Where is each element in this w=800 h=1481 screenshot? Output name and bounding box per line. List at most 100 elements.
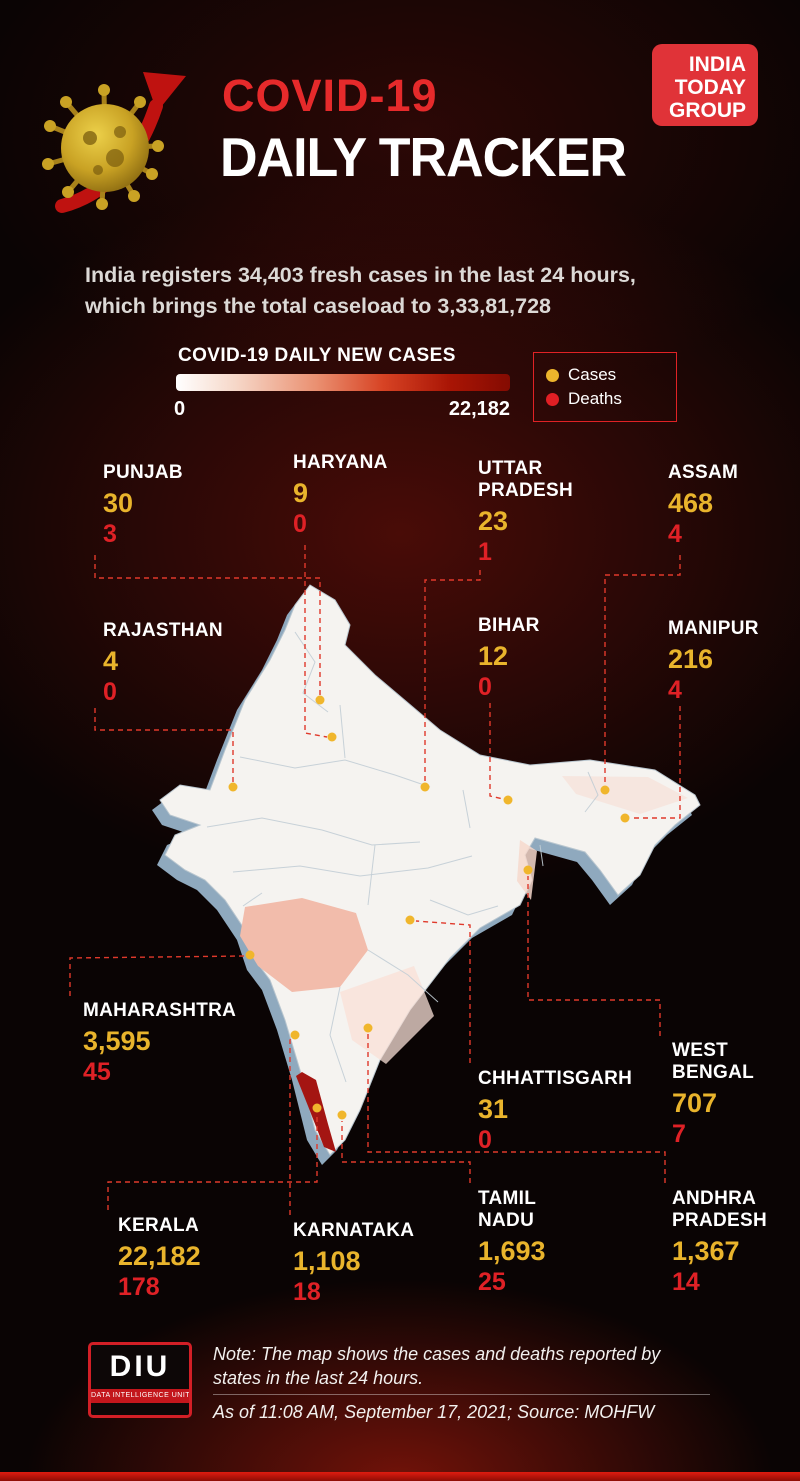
state-label-uttar-pradesh: UTTAR PRADESH 23 1	[478, 458, 588, 566]
leader-line-haryana	[304, 545, 328, 738]
map-region-west-bengal	[517, 840, 537, 900]
map-dot-manipur	[620, 813, 630, 823]
state-name: HARYANA	[293, 452, 388, 473]
deaths-dot-icon	[546, 392, 559, 406]
coronavirus-icon	[42, 72, 186, 213]
leader-line-chhattisgarh	[415, 920, 471, 1063]
state-name: BIHAR	[478, 615, 540, 636]
headline: India registers 34,403 fresh cases in th…	[85, 260, 745, 322]
state-label-maharashtra: MAHARASHTRA 3,595 45	[83, 1000, 253, 1086]
title-daily-tracker: DAILY TRACKER	[220, 127, 627, 189]
leader-line-west-bengal	[527, 876, 661, 1036]
state-label-punjab: PUNJAB 30 3	[103, 462, 253, 548]
state-name: MANIPUR	[668, 618, 759, 639]
state-name: TAMIL NADU	[478, 1188, 536, 1231]
logo-line-today: TODAY	[674, 76, 746, 99]
state-name: KERALA	[118, 1215, 199, 1236]
map-dot-tamil-nadu	[337, 1110, 347, 1120]
state-name: ASSAM	[668, 462, 739, 483]
scale-title: COVID-19 DAILY NEW CASES	[178, 345, 456, 366]
state-label-manipur: MANIPUR 216 4	[668, 618, 788, 704]
state-deaths: 18	[293, 1278, 321, 1306]
state-name: WEST BENGAL	[672, 1040, 755, 1083]
state-name: RAJASTHAN	[103, 620, 223, 641]
footer-note: Note: The map shows the cases and deaths…	[213, 1344, 661, 1388]
state-cases: 468	[668, 488, 714, 518]
state-deaths: 0	[478, 1126, 492, 1154]
map-dots	[228, 695, 630, 1120]
logo-line-india: INDIA	[688, 53, 746, 76]
state-deaths: 25	[478, 1268, 506, 1296]
state-label-chhattisgarh: CHHATTISGARH 31 0	[478, 1068, 658, 1154]
state-deaths: 0	[478, 673, 492, 701]
state-name: PUNJAB	[103, 462, 183, 483]
state-label-andhra-pradesh: ANDHRA PRADESH 1,367 14	[672, 1188, 782, 1296]
state-cases: 31	[478, 1094, 509, 1124]
state-deaths: 1	[478, 538, 492, 566]
state-cases: 22,182	[118, 1241, 201, 1271]
state-deaths: 178	[118, 1273, 160, 1301]
state-name: KARNATAKA	[293, 1220, 415, 1241]
state-deaths: 3	[103, 520, 117, 548]
map-dot-rajasthan	[228, 782, 238, 792]
state-deaths: 4	[668, 676, 682, 704]
state-cases: 1,367	[672, 1236, 740, 1266]
state-label-haryana: HARYANA 9 0	[293, 452, 443, 538]
map-dot-west-bengal	[523, 865, 533, 875]
footer-divider	[213, 1394, 710, 1395]
diu-logo-text: DIU	[109, 1350, 171, 1383]
leader-line-karnataka	[289, 1036, 294, 1215]
legend-item-deaths: Deaths	[546, 389, 664, 409]
diu-logo-subtitle: DATA INTELLIGENCE UNIT	[91, 1389, 189, 1403]
color-scale-bar	[176, 374, 510, 391]
diu-logo: DIU DATA INTELLIGENCE UNIT	[88, 1342, 192, 1418]
title-covid19: COVID-19	[222, 70, 438, 121]
state-deaths: 14	[672, 1268, 700, 1296]
map-dot-karnataka	[290, 1030, 300, 1040]
leader-line-uttar-pradesh	[424, 570, 481, 782]
leader-line-rajasthan	[94, 708, 234, 782]
scale-max-label: 22,182	[448, 398, 510, 420]
state-cases: 707	[672, 1088, 718, 1118]
map-region-assam	[562, 776, 688, 814]
state-cases: 12	[478, 641, 509, 671]
state-cases: 9	[293, 478, 309, 508]
map-dot-chhattisgarh	[405, 915, 415, 925]
bottom-red-bar	[0, 1472, 800, 1481]
deaths-label: Deaths	[568, 389, 622, 408]
state-cases: 216	[668, 644, 714, 674]
scale-min-label: 0	[174, 398, 186, 420]
state-label-kerala: KERALA 22,182 178	[118, 1215, 258, 1301]
leader-line-maharashtra	[69, 955, 245, 996]
legend-box: Cases Deaths	[533, 352, 677, 422]
map-region-maharashtra	[240, 898, 368, 992]
state-deaths: 4	[668, 520, 682, 548]
state-label-tamil-nadu: TAMIL NADU 1,693 25	[478, 1188, 553, 1296]
headline-line2: which brings the total caseload to 3,33,…	[85, 294, 551, 318]
state-deaths: 0	[103, 678, 117, 706]
state-label-karnataka: KARNATAKA 1,108 18	[293, 1220, 443, 1306]
map-dot-bihar	[503, 795, 513, 805]
state-cases: 4	[103, 646, 119, 676]
leader-line-bihar	[489, 703, 504, 800]
map-region-kerala	[296, 1072, 336, 1152]
state-label-bihar: BIHAR 12 0	[478, 615, 598, 701]
map-region-andhra	[340, 966, 434, 1064]
india-today-group-logo: INDIA TODAY GROUP	[652, 44, 758, 126]
footer-as-of: As of 11:08 AM, September 17, 2021; Sour…	[213, 1402, 655, 1422]
state-label-assam: ASSAM 468 4	[668, 462, 788, 548]
map-dot-maharashtra	[245, 950, 255, 960]
cases-dot-icon	[546, 368, 559, 382]
leader-line-manipur	[631, 706, 681, 819]
state-name: UTTAR PRADESH	[478, 458, 574, 501]
leader-line-kerala	[107, 1114, 318, 1210]
state-name: MAHARASHTRA	[83, 1000, 237, 1021]
map-dot-punjab	[315, 695, 325, 705]
map-dot-kerala	[312, 1103, 322, 1113]
headline-line1: India registers 34,403 fresh cases in th…	[85, 263, 636, 287]
map-dot-haryana	[327, 732, 337, 742]
state-cases: 3,595	[83, 1026, 151, 1056]
state-cases: 30	[103, 488, 134, 518]
state-deaths: 0	[293, 510, 307, 538]
legend-item-cases: Cases	[546, 365, 664, 385]
